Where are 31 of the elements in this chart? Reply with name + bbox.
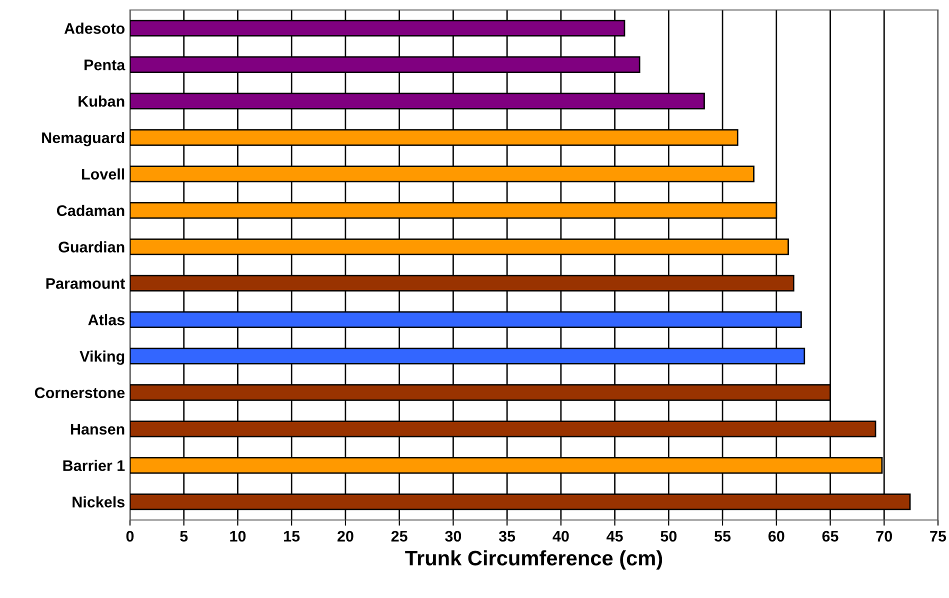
y-tick-label: Kuban (78, 96, 124, 107)
y-tick-label: Nemaguard (42, 132, 124, 146)
x-tick-label: 30 (445, 530, 462, 542)
y-tick-label: Nickels (72, 496, 125, 508)
y-tick-label: Paramount (46, 278, 125, 289)
y-tick-label: Cornerstone (34, 387, 125, 398)
x-tick-label: 55 (714, 530, 731, 542)
y-tick-label: Guardian (58, 241, 124, 252)
x-axis-title: Trunk Circumference (cm) (405, 550, 662, 570)
x-tick-label: 10 (230, 530, 246, 542)
x-tick-label: 35 (498, 530, 516, 542)
x-tick-label: 15 (284, 530, 300, 542)
y-tick-label: Lovell (82, 168, 124, 180)
y-tick-label: Penta (84, 60, 126, 70)
x-tick-label: 70 (876, 530, 892, 542)
x-tick-label: 75 (930, 530, 946, 542)
x-tick-label: 20 (338, 530, 354, 542)
x-tick-label: 0 (126, 530, 134, 542)
y-tick-label: Adesoto (64, 22, 125, 34)
x-tick-label: 50 (660, 530, 677, 542)
x-tick-label: 45 (606, 530, 623, 542)
x-tick-label: 25 (391, 530, 408, 542)
x-tick-label: 65 (822, 530, 838, 542)
y-tick-label: Barrier 1 (63, 460, 125, 472)
x-tick-label: 5 (180, 530, 188, 542)
y-tick-label: Hansen (70, 424, 124, 435)
y-tick-label: Atlas (88, 314, 125, 326)
x-tick-label: 40 (552, 530, 569, 542)
x-tick-label: 60 (768, 530, 784, 542)
y-tick-label: Viking (80, 350, 124, 365)
y-tick-label: Cadaman (57, 204, 124, 216)
